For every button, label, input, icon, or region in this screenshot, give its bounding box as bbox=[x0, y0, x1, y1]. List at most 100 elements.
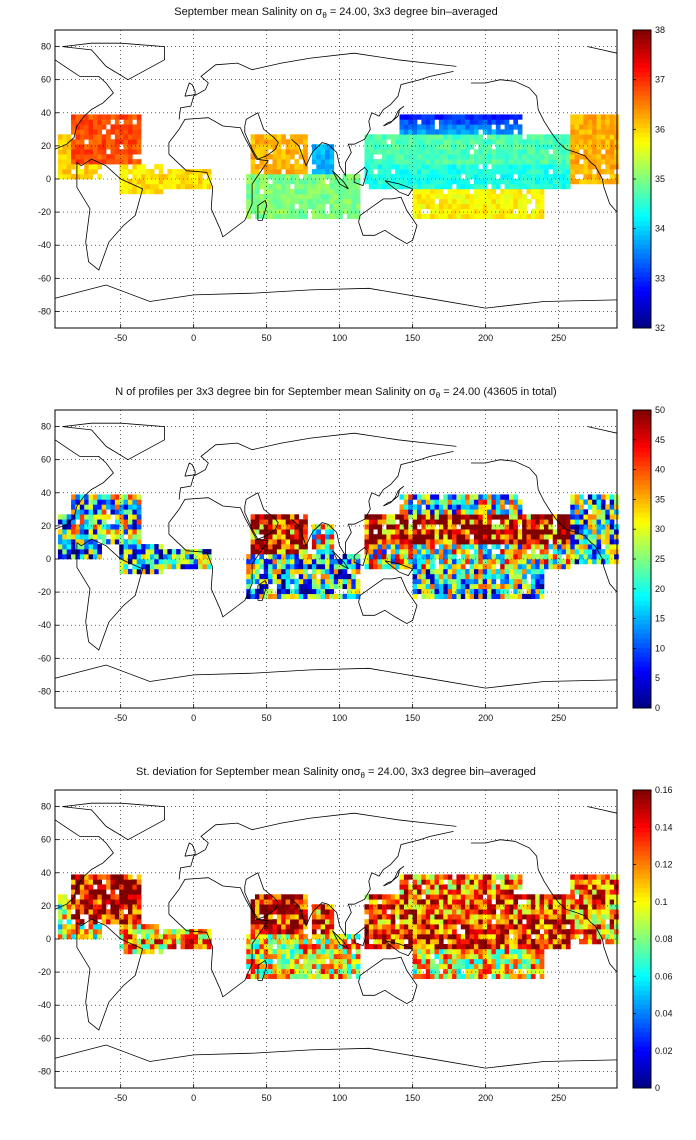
data-cell bbox=[482, 509, 488, 515]
data-cell bbox=[482, 934, 488, 940]
data-cell bbox=[132, 919, 138, 925]
data-cell bbox=[539, 198, 545, 205]
colorbar-segment bbox=[633, 559, 651, 565]
data-cell bbox=[57, 149, 63, 155]
data-cell bbox=[276, 578, 282, 585]
data-cell bbox=[145, 188, 151, 195]
data-cell bbox=[456, 939, 462, 945]
colorbar-tick-label: 30 bbox=[655, 524, 665, 534]
data-cell bbox=[320, 549, 326, 555]
data-cell bbox=[530, 154, 536, 160]
data-cell bbox=[583, 539, 589, 545]
data-cell bbox=[395, 929, 400, 935]
data-cell bbox=[412, 549, 418, 555]
colorbar-segment bbox=[633, 447, 651, 453]
data-cell bbox=[141, 169, 146, 175]
data-cell bbox=[141, 559, 146, 565]
data-cell bbox=[123, 183, 129, 190]
data-cell bbox=[500, 179, 505, 185]
data-cell bbox=[500, 578, 505, 585]
data-cell bbox=[425, 524, 431, 530]
data-cell bbox=[395, 164, 400, 170]
data-cell bbox=[443, 909, 448, 915]
data-cell bbox=[500, 559, 505, 565]
data-cell bbox=[478, 179, 483, 185]
data-cell bbox=[482, 563, 488, 570]
data-cell bbox=[592, 924, 597, 930]
data-cell bbox=[465, 534, 470, 540]
data-cell bbox=[325, 968, 330, 975]
data-cell bbox=[386, 164, 392, 170]
data-cell bbox=[268, 963, 273, 970]
data-cell bbox=[417, 559, 422, 565]
data-cell bbox=[325, 198, 330, 205]
data-cell bbox=[504, 524, 510, 530]
data-cell bbox=[167, 943, 173, 950]
data-cell bbox=[552, 559, 558, 565]
data-cell bbox=[614, 144, 619, 150]
data-cell bbox=[609, 934, 615, 940]
data-cell bbox=[500, 583, 505, 590]
data-cell bbox=[425, 188, 431, 195]
data-cell bbox=[513, 193, 519, 200]
data-cell bbox=[281, 563, 286, 570]
data-cell bbox=[430, 904, 435, 910]
data-cell bbox=[495, 953, 501, 960]
data-cell bbox=[460, 499, 466, 505]
data-cell bbox=[57, 909, 63, 915]
data-cell bbox=[281, 578, 286, 585]
data-cell bbox=[408, 874, 413, 880]
data-cell bbox=[408, 183, 413, 190]
data-cell bbox=[325, 924, 330, 930]
data-cell bbox=[460, 188, 466, 195]
data-cell bbox=[62, 159, 67, 165]
data-cell bbox=[290, 554, 295, 560]
data-cell bbox=[123, 904, 129, 910]
data-cell bbox=[250, 554, 256, 560]
data-cell bbox=[438, 114, 444, 120]
data-cell bbox=[272, 929, 278, 935]
coastline bbox=[54, 59, 114, 150]
data-cell bbox=[290, 904, 295, 910]
data-cell bbox=[276, 154, 282, 160]
data-cell bbox=[62, 514, 67, 520]
data-cell bbox=[425, 139, 431, 145]
data-cell bbox=[438, 914, 444, 920]
data-cell bbox=[460, 879, 466, 885]
data-cell bbox=[456, 889, 462, 895]
data-cell bbox=[430, 504, 435, 510]
data-cell bbox=[158, 164, 164, 170]
data-cell bbox=[88, 514, 94, 520]
data-cell bbox=[158, 939, 164, 945]
data-cell bbox=[368, 164, 374, 170]
data-cell bbox=[342, 174, 348, 180]
data-cell bbox=[425, 114, 431, 120]
data-cell bbox=[303, 924, 308, 930]
data-cell bbox=[500, 119, 505, 125]
data-cell bbox=[526, 948, 532, 955]
data-cell bbox=[526, 134, 532, 140]
data-cell bbox=[530, 578, 536, 585]
data-cell bbox=[97, 159, 103, 165]
data-cell bbox=[539, 568, 545, 575]
data-cell bbox=[71, 889, 76, 895]
data-cell bbox=[377, 149, 383, 155]
data-cell bbox=[66, 514, 72, 520]
data-cell bbox=[482, 149, 488, 155]
data-cell bbox=[57, 139, 63, 145]
data-cell bbox=[136, 929, 142, 935]
data-cell bbox=[421, 203, 427, 210]
data-cell bbox=[456, 504, 462, 510]
data-cell bbox=[84, 169, 89, 175]
data-cell bbox=[495, 924, 501, 930]
data-cell bbox=[408, 494, 413, 500]
data-cell bbox=[544, 904, 549, 910]
data-cell bbox=[600, 139, 606, 145]
data-cell bbox=[268, 549, 273, 555]
data-cell bbox=[316, 179, 321, 185]
data-cell bbox=[465, 894, 470, 900]
data-cell bbox=[430, 494, 435, 500]
data-cell bbox=[482, 203, 488, 210]
data-cell bbox=[320, 588, 326, 595]
data-cell bbox=[390, 943, 396, 950]
